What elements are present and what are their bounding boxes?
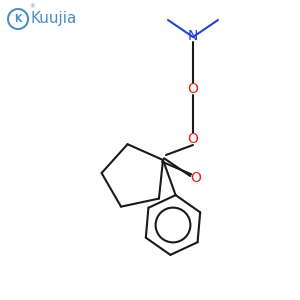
Text: ®: ® xyxy=(29,4,34,9)
Text: K: K xyxy=(14,14,22,24)
Text: O: O xyxy=(188,82,198,96)
Text: O: O xyxy=(188,132,198,146)
Text: O: O xyxy=(190,171,201,185)
Text: N: N xyxy=(188,29,198,43)
Text: Kuujia: Kuujia xyxy=(31,11,77,26)
